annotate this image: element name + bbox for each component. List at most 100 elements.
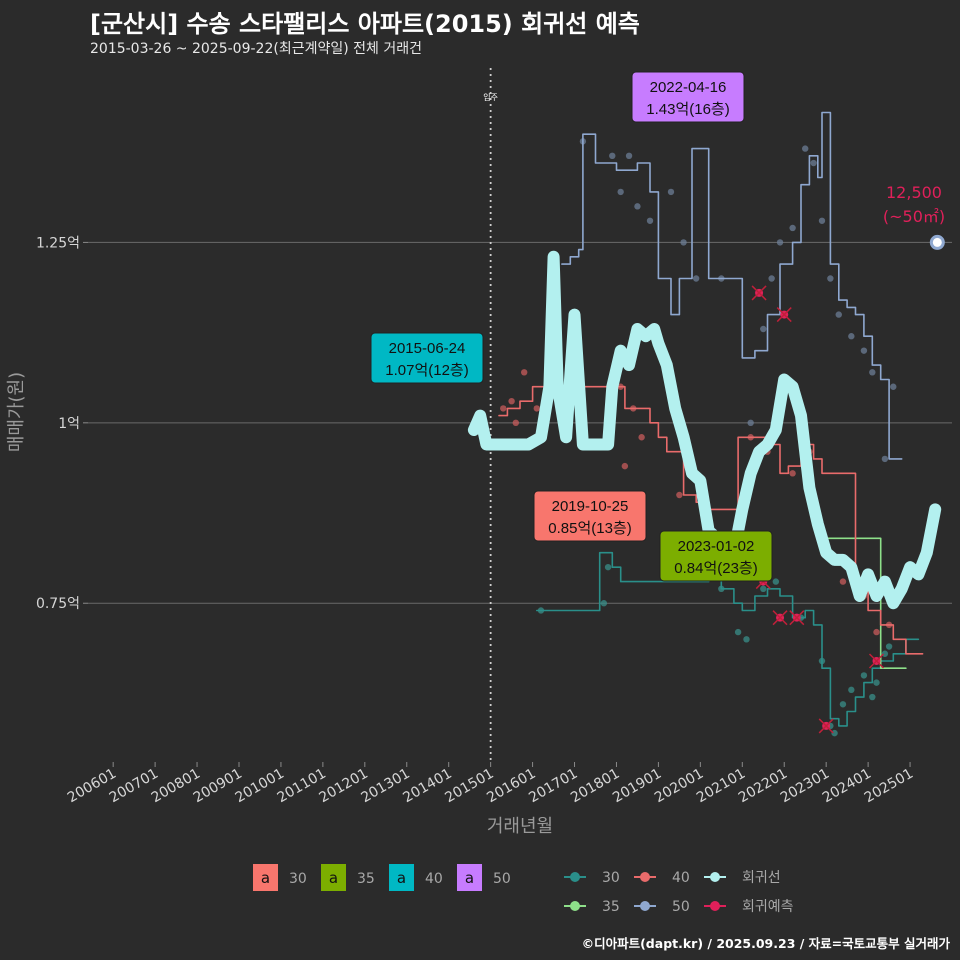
legend-box-item: a 40: [389, 864, 443, 891]
scatter-point-50: [890, 383, 897, 390]
legend-line-label: 30: [602, 870, 620, 886]
prediction-cross: [789, 610, 805, 626]
scatter-point-40: [533, 405, 540, 412]
legend-box-item: a 50: [457, 864, 511, 891]
legend: a 30 a 35 a 40 a 50 30 40 회귀선 35 50 회귀예측: [253, 864, 794, 915]
legend-box-glyph: a: [329, 869, 338, 887]
scatter-point-30: [869, 693, 876, 701]
legend-line-dot: [570, 901, 580, 911]
scatter-point-40: [638, 434, 645, 441]
scatter-point-50: [835, 311, 842, 318]
scatter-point-30: [885, 643, 893, 650]
scatter-point-50: [860, 347, 868, 354]
scatter-point-50: [617, 188, 624, 196]
legend-box-label: 30: [289, 871, 307, 887]
prediction-marker: [751, 285, 767, 301]
scatter-point-40: [500, 405, 507, 412]
prediction-marker: [868, 653, 885, 669]
scatter-point-40: [873, 628, 880, 636]
scatter-point-50: [646, 217, 654, 224]
annotation-box-2023-01-02: 2023-01-02 0.84억(23층): [659, 530, 773, 582]
legend-line-label: 50: [672, 899, 690, 915]
legend-line-dot: [570, 872, 580, 882]
legend-line-dot: [710, 872, 720, 882]
prediction-marker: [789, 610, 805, 626]
legend-box-swatch: [321, 864, 346, 891]
scatter-point-50: [881, 455, 889, 463]
prediction-value-label: 12,500: [886, 183, 942, 202]
legend-line-label: 35: [602, 899, 620, 915]
legend-box-swatch: [253, 864, 278, 891]
scatter-point-30: [600, 600, 608, 607]
annotation-date: 2019-10-25: [552, 498, 629, 515]
legend-line-item: 회귀예측: [704, 899, 794, 915]
prediction-cross: [818, 718, 834, 734]
annotation-price: 0.85억(13층): [548, 520, 631, 537]
legend-box-item: a 35: [321, 864, 375, 891]
scatter-point-50: [789, 224, 796, 232]
scatter-point-50: [692, 275, 700, 282]
scatter-point-50: [818, 217, 826, 224]
annotation-bg: [533, 490, 647, 542]
annotation-price: 0.84억(23층): [674, 560, 757, 577]
scatter-point-30: [743, 636, 750, 643]
annotation-box-2022-04-16: 2022-04-16 1.43억(16층): [631, 71, 745, 123]
annotations: 12,500 (~50㎡) 2015-06-24 1.07억(12층) 2022-04-…: [370, 71, 945, 582]
y-tick-label: 1.25억: [36, 235, 80, 251]
prediction-cross: [776, 307, 792, 323]
scatter-point-40: [839, 578, 847, 585]
scatter-point-40: [676, 491, 683, 499]
legend-box-swatch: [389, 864, 414, 891]
x-axis-ticks: 2006012007012008012009012010012011012012…: [65, 762, 916, 806]
scatter-point-50: [869, 369, 876, 376]
prediction-marker: [772, 610, 788, 626]
annotation-date: 2023-01-02: [678, 538, 755, 555]
scatter-point-40: [508, 397, 515, 405]
source-caption: ©디아파트(dapt.kr) / 2025.09.23 / 자료=국토교통부 실…: [581, 936, 950, 951]
scatter-point-40: [512, 419, 520, 427]
latest-trade-point: [929, 234, 945, 250]
prediction-cross: [751, 285, 767, 301]
annotation-price: 1.07억(12층): [385, 362, 468, 379]
scatter-point-30: [881, 650, 889, 657]
x-tick-label: 202501: [862, 766, 916, 807]
prediction-area-label: (~50㎡): [883, 207, 945, 226]
scatter-point-30: [860, 672, 868, 679]
scatter-point-50: [760, 325, 767, 333]
scatter-point-40: [789, 470, 796, 477]
prediction-marker: [818, 718, 834, 734]
legend-line-label: 회귀예측: [742, 899, 794, 915]
move-in-label: 입주: [483, 93, 498, 102]
legend-box-swatch: [457, 864, 482, 891]
scatter-point-50: [827, 275, 834, 282]
prediction-cross: [868, 653, 885, 669]
y-axis-ticks: 0.75억 1억 1.25억: [36, 235, 88, 612]
scatter-point-30: [604, 563, 612, 571]
x-axis-title: 거래년월: [487, 816, 553, 837]
y-tick-label: 0.75억: [36, 596, 80, 612]
scatter-point-50: [848, 333, 855, 340]
annotation-bg: [370, 332, 484, 384]
annotation-box-2015-06-24: 2015-06-24 1.07억(12층): [370, 332, 484, 384]
legend-box-label: 40: [425, 871, 443, 887]
series-line-50: [561, 111, 903, 460]
legend-line-label: 40: [672, 870, 690, 886]
scatter-point-50: [747, 419, 754, 427]
series-line-35: [825, 537, 907, 669]
legend-line-dot: [640, 872, 650, 882]
legend-line-label: 회귀선: [742, 870, 781, 886]
legend-box-glyph: a: [465, 869, 474, 887]
axis-titles: 거래년월 매매가(원): [6, 372, 553, 837]
scatter-point-50: [667, 188, 675, 196]
legend-line-item: 회귀선: [704, 870, 781, 886]
prediction-cross: [772, 610, 788, 626]
annotation-bg: [659, 530, 773, 582]
scatter-point-50: [625, 152, 633, 160]
annotation-bg: [631, 71, 745, 123]
legend-line-item: 30: [564, 870, 620, 886]
scatter-point-50: [776, 239, 784, 246]
prediction-marker: [776, 307, 792, 323]
scatter-point-30: [831, 729, 838, 737]
legend-line-dot: [640, 901, 650, 911]
